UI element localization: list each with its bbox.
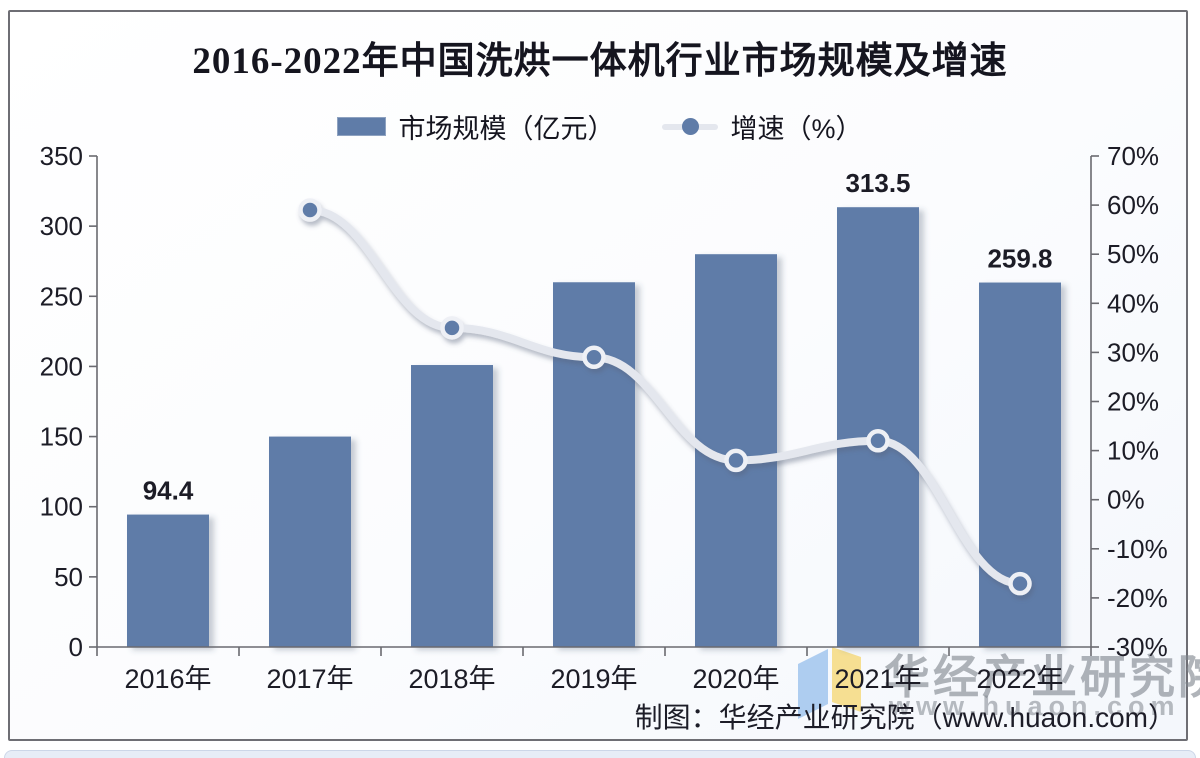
bar-2021年 [837, 207, 919, 647]
line-dot-icon [681, 118, 699, 135]
right-axis-tick-label: -20% [1107, 583, 1168, 613]
huaon-logo-icon [798, 647, 861, 719]
bar-swatch-icon [337, 117, 387, 136]
legend-item-market-size: 市场规模（亿元） [337, 107, 614, 146]
bar-2018年 [411, 365, 493, 647]
bar-value-label: 94.4 [143, 476, 194, 506]
right-axis-tick-label: 60% [1107, 190, 1159, 220]
left-axis-tick-label: 50 [54, 562, 83, 592]
right-axis-tick-label: 40% [1107, 288, 1159, 318]
left-axis-tick-label: 0 [69, 632, 83, 662]
watermark-brand-text: 华经产业研究院 [884, 651, 1200, 703]
growth-marker [1008, 571, 1032, 596]
bars-group [127, 207, 1061, 647]
chart-title: 2016-2022年中国洗烘一体机行业市场规模及增速 [192, 41, 1008, 82]
x-axis-label: 2022年 [976, 664, 1063, 694]
legend-item-growth: 增速（%） [662, 107, 863, 146]
right-axis-tick-label: 70% [1107, 141, 1159, 171]
x-axis-label: 2018年 [408, 664, 495, 694]
left-axis-tick-label: 200 [40, 351, 83, 381]
growth-line-group [298, 198, 1032, 596]
watermark-url-text: www.huaon.com [889, 691, 1181, 721]
left-axis-tick-label: 150 [40, 422, 83, 452]
legend-label-market-size: 市场规模（亿元） [398, 114, 615, 144]
left-axis-tick-label: 250 [40, 281, 83, 311]
right-axis-tick-label: 20% [1107, 387, 1159, 417]
growth-line [306, 206, 1024, 588]
growth-marker [440, 316, 464, 340]
x-axis-label: 2017年 [266, 664, 353, 694]
bar-2017年 [269, 436, 351, 647]
right-axis-tick-label: 30% [1107, 337, 1159, 367]
left-axis-tick-label: 300 [40, 211, 83, 241]
right-axis-tick-label: 0% [1107, 485, 1145, 515]
bar-2019年 [553, 282, 635, 647]
right-axis-tick-label: 10% [1107, 436, 1159, 466]
left-axis-tick-label: 100 [40, 492, 83, 522]
legend-label-growth: 增速（%） [730, 114, 863, 144]
legend: 市场规模（亿元） 增速（%） [0, 107, 1200, 146]
credit-line: 制图：华经产业研究院（www.huaon.com） [634, 702, 1176, 733]
x-axis-label: 2020年 [692, 664, 779, 694]
right-axis-tick-label: -10% [1107, 534, 1168, 564]
x-axis-label: 2019年 [550, 664, 637, 694]
x-axis-label: 2021年 [834, 664, 921, 694]
right-axis-tick-label: 50% [1107, 239, 1159, 269]
x-axis-label: 2016年 [124, 664, 211, 694]
bar-value-label: 313.5 [845, 168, 910, 198]
left-axis-tick-label: 350 [40, 141, 83, 171]
growth-marker [866, 429, 890, 453]
line-swatch-icon [662, 118, 719, 135]
bar-2016年 [127, 514, 209, 647]
growth-marker [298, 198, 322, 222]
bar-value-label: 259.8 [987, 244, 1052, 274]
growth-marker [724, 448, 748, 473]
right-axis-tick-label: -30% [1107, 632, 1168, 662]
growth-marker [582, 345, 606, 370]
